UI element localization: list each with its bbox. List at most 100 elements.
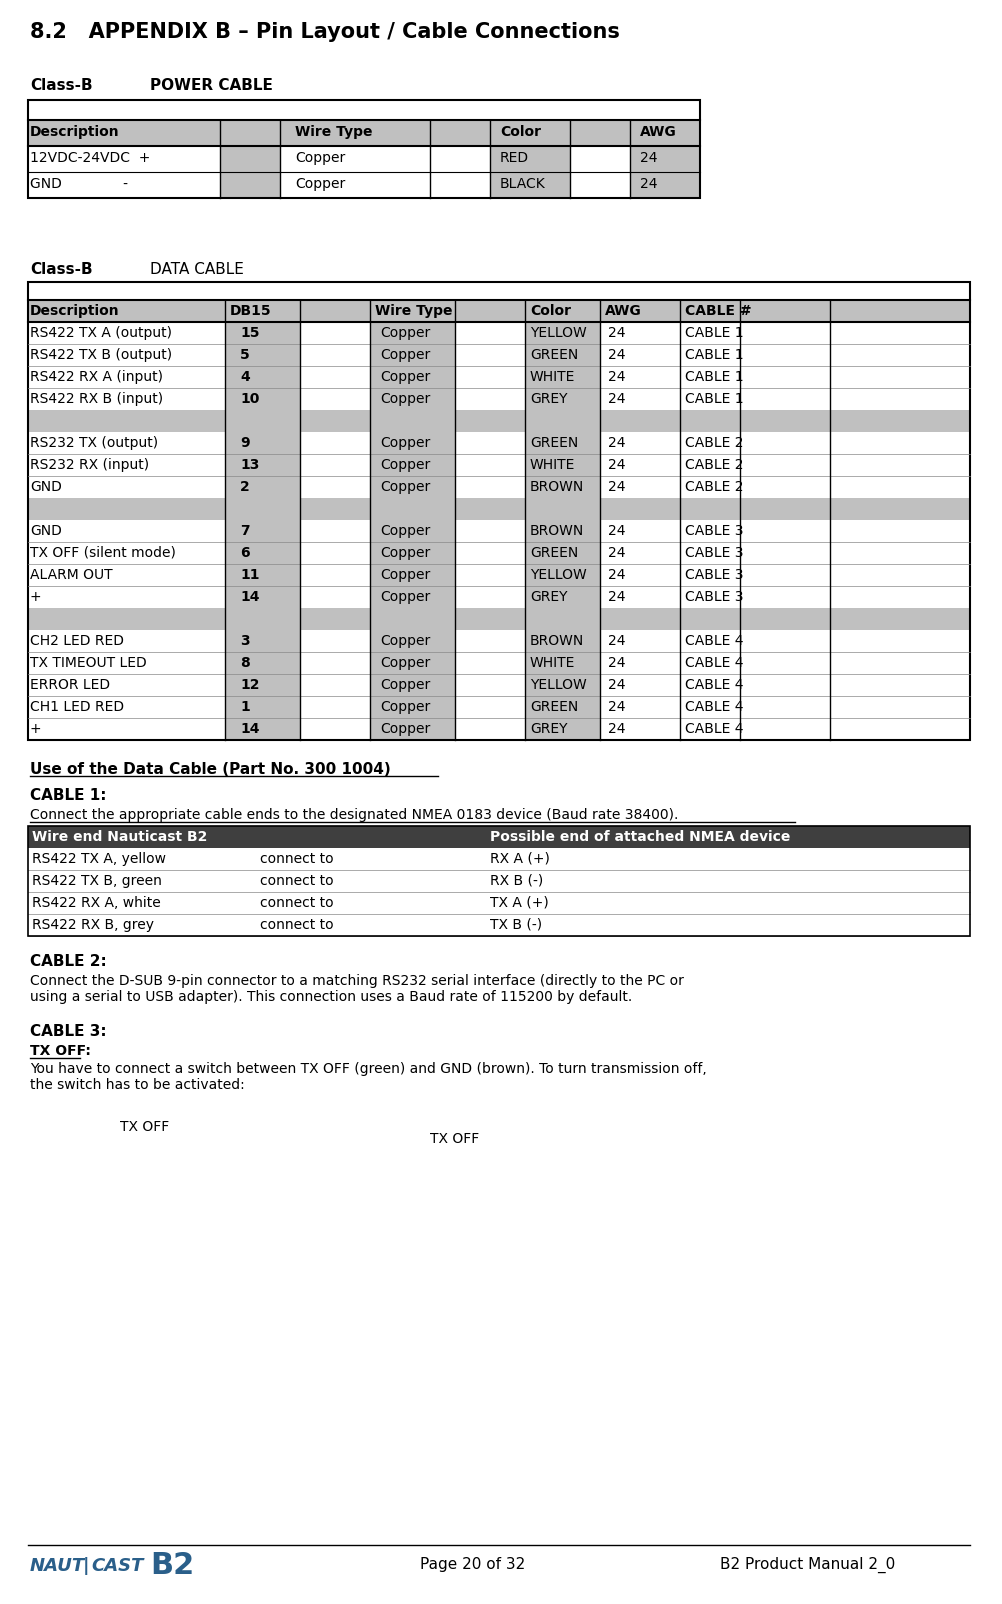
Bar: [224, 366, 300, 388]
Text: CH1 LED RED: CH1 LED RED: [30, 699, 124, 714]
Text: TX TIMEOUT LED: TX TIMEOUT LED: [30, 656, 146, 670]
Text: CABLE #: CABLE #: [684, 305, 750, 318]
Text: 24: 24: [607, 699, 625, 714]
Text: 14: 14: [239, 722, 260, 736]
Text: 6: 6: [239, 545, 249, 560]
Bar: [370, 343, 455, 366]
Bar: [524, 630, 599, 651]
Bar: [219, 120, 280, 146]
Text: BLACK: BLACK: [500, 176, 545, 191]
Text: RS422 TX B, green: RS422 TX B, green: [32, 874, 161, 889]
Text: CABLE 2:: CABLE 2:: [30, 954, 106, 969]
Text: TX A (+): TX A (+): [490, 897, 548, 909]
Text: 24: 24: [607, 436, 625, 451]
Text: Wire Type: Wire Type: [295, 125, 372, 140]
Text: B2 Product Manual 2_0: B2 Product Manual 2_0: [719, 1557, 895, 1574]
Text: 12VDC-24VDC  +: 12VDC-24VDC +: [30, 151, 150, 165]
Text: CABLE 1: CABLE 1: [684, 391, 742, 406]
Text: connect to: connect to: [260, 897, 334, 909]
Text: CABLE 2: CABLE 2: [684, 459, 742, 472]
Bar: [524, 300, 599, 322]
Text: 24: 24: [607, 678, 625, 691]
Text: 24: 24: [607, 568, 625, 582]
Bar: [370, 520, 455, 542]
Text: +: +: [30, 722, 42, 736]
Bar: [224, 520, 300, 542]
Bar: [224, 651, 300, 674]
Text: CABLE 4: CABLE 4: [684, 722, 742, 736]
Text: 13: 13: [239, 459, 260, 472]
Text: Copper: Copper: [380, 590, 430, 605]
Text: ALARM OUT: ALARM OUT: [30, 568, 112, 582]
Text: YELLOW: YELLOW: [529, 678, 586, 691]
Text: RS232 RX (input): RS232 RX (input): [30, 459, 149, 472]
Bar: [224, 388, 300, 411]
Bar: [224, 719, 300, 739]
Bar: [524, 343, 599, 366]
Bar: [224, 322, 300, 343]
Text: CABLE 3: CABLE 3: [684, 590, 742, 605]
Text: Copper: Copper: [380, 699, 430, 714]
Text: GREEN: GREEN: [529, 436, 578, 451]
Text: Color: Color: [500, 125, 540, 140]
Text: 7: 7: [239, 525, 249, 537]
Text: 11: 11: [239, 568, 260, 582]
Text: 15: 15: [239, 326, 260, 340]
Text: CABLE 1: CABLE 1: [684, 371, 742, 383]
Text: Copper: Copper: [380, 722, 430, 736]
Text: Copper: Copper: [380, 678, 430, 691]
Text: 12: 12: [239, 678, 260, 691]
Bar: [370, 431, 455, 454]
Text: 24: 24: [607, 525, 625, 537]
Text: GND: GND: [30, 480, 62, 494]
Bar: [370, 322, 455, 343]
Text: CABLE 4: CABLE 4: [684, 699, 742, 714]
Text: RX A (+): RX A (+): [490, 852, 549, 866]
Bar: [28, 411, 969, 431]
Bar: [224, 300, 300, 322]
Text: DB15: DB15: [229, 305, 272, 318]
Text: 24: 24: [607, 722, 625, 736]
Text: YELLOW: YELLOW: [529, 326, 586, 340]
Bar: [28, 99, 699, 197]
Text: CABLE 2: CABLE 2: [684, 480, 742, 494]
Text: 2: 2: [239, 480, 249, 494]
Bar: [524, 719, 599, 739]
Text: Connect the appropriate cable ends to the designated NMEA 0183 device (Baud rate: Connect the appropriate cable ends to th…: [30, 808, 677, 821]
Text: 24: 24: [607, 656, 625, 670]
Text: Copper: Copper: [380, 480, 430, 494]
Bar: [524, 454, 599, 476]
Text: 8: 8: [239, 656, 249, 670]
Text: NAUT: NAUT: [30, 1557, 85, 1575]
Text: TX OFF (silent mode): TX OFF (silent mode): [30, 545, 175, 560]
Text: CABLE 3: CABLE 3: [684, 545, 742, 560]
Text: GND              -: GND -: [30, 176, 128, 191]
Text: RED: RED: [500, 151, 529, 165]
Text: Copper: Copper: [380, 436, 430, 451]
Text: 4: 4: [239, 371, 249, 383]
Text: DATA CABLE: DATA CABLE: [150, 261, 243, 277]
Text: RS422 RX B, grey: RS422 RX B, grey: [32, 917, 154, 932]
Text: CABLE 4: CABLE 4: [684, 634, 742, 648]
Bar: [524, 565, 599, 585]
Text: RS422 RX B (input): RS422 RX B (input): [30, 391, 163, 406]
Text: Copper: Copper: [295, 151, 345, 165]
Bar: [28, 497, 969, 520]
Text: RS232 TX (output): RS232 TX (output): [30, 436, 158, 451]
Bar: [524, 366, 599, 388]
Bar: [28, 120, 699, 146]
Text: 24: 24: [607, 590, 625, 605]
Text: Copper: Copper: [380, 545, 430, 560]
Text: 10: 10: [239, 391, 260, 406]
Text: AWG: AWG: [604, 305, 641, 318]
Text: AWG: AWG: [639, 125, 676, 140]
Text: Copper: Copper: [295, 176, 345, 191]
Bar: [28, 826, 969, 849]
Text: Copper: Copper: [380, 348, 430, 363]
Text: RS422 TX B (output): RS422 TX B (output): [30, 348, 172, 363]
Text: CABLE 2: CABLE 2: [684, 436, 742, 451]
Text: Copper: Copper: [380, 656, 430, 670]
Text: 24: 24: [607, 634, 625, 648]
Bar: [629, 172, 699, 197]
Text: GREY: GREY: [529, 590, 567, 605]
